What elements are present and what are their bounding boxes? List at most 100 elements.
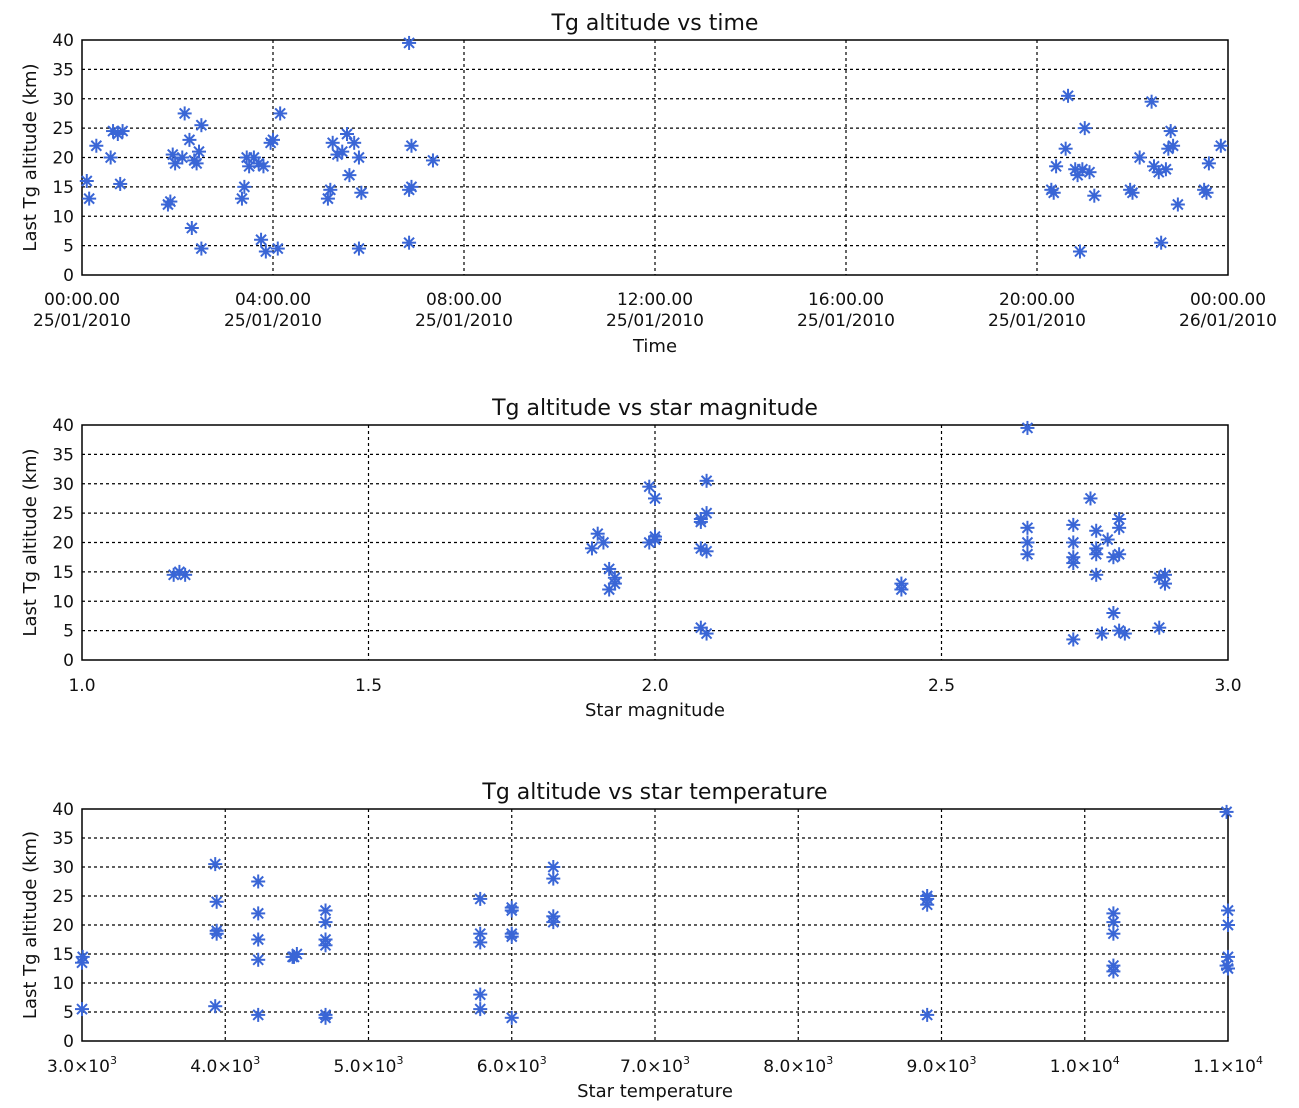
x-tick-label: 9.0×103 (907, 1054, 977, 1077)
data-point (1144, 94, 1159, 109)
x-tick-label: 8.0×103 (763, 1054, 833, 1077)
x-tick-label: 1.0×104 (1050, 1054, 1120, 1077)
y-tick-label: 0 (63, 266, 74, 286)
data-point (1219, 804, 1234, 819)
y-tick-label: 5 (63, 1003, 74, 1023)
x-tick-label-date: 25/01/2010 (224, 311, 322, 331)
data-point (191, 144, 206, 159)
data-point (584, 541, 599, 556)
x-tick-label-time: 00:00.00 (1190, 290, 1266, 310)
data-point (175, 150, 190, 165)
data-point (251, 906, 266, 921)
y-tick-label: 0 (63, 1032, 74, 1052)
data-point (504, 903, 519, 918)
data-point (103, 150, 118, 165)
data-point (1066, 556, 1081, 571)
data-point (318, 903, 333, 918)
data-point (189, 156, 204, 171)
y-tick-label: 35 (52, 445, 74, 465)
data-series (166, 420, 1172, 647)
x-tick-label: 2.0 (641, 676, 668, 696)
data-point (342, 168, 357, 183)
data-point (208, 999, 223, 1014)
data-point (693, 514, 708, 529)
y-tick-label: 5 (63, 237, 74, 257)
data-point (1087, 188, 1102, 203)
data-point (1166, 138, 1181, 153)
y-tick-label: 20 (52, 534, 74, 554)
data-point (251, 952, 266, 967)
data-point (254, 232, 269, 247)
data-point (234, 191, 249, 206)
y-tick-label: 15 (52, 178, 74, 198)
data-point (1089, 547, 1104, 562)
y-tick-label: 10 (52, 207, 74, 227)
data-point (1112, 623, 1127, 638)
data-series (79, 35, 1228, 259)
data-point (642, 479, 657, 494)
x-tick-label-date: 25/01/2010 (988, 311, 1086, 331)
data-point (208, 857, 223, 872)
data-point (318, 915, 333, 930)
data-point (920, 1007, 935, 1022)
data-point (1066, 632, 1081, 647)
chart-panel-3: Tg altitude vs star temperature 0 5 10 15 20 2… (20, 780, 1263, 1102)
data-point (182, 132, 197, 147)
x-axis-label: Star magnitude (585, 700, 725, 721)
y-tick-label: 10 (52, 974, 74, 994)
data-point (607, 576, 622, 591)
x-tick-label-date: 25/01/2010 (415, 311, 513, 331)
data-point (251, 874, 266, 889)
data-point (165, 147, 180, 162)
y-tick-label: 30 (52, 475, 74, 495)
data-point (1132, 150, 1147, 165)
data-point (1061, 88, 1076, 103)
data-point (1106, 926, 1121, 941)
data-point (354, 185, 369, 200)
data-point (1112, 547, 1127, 562)
data-point (602, 561, 617, 576)
data-point (1020, 520, 1035, 535)
data-point (404, 138, 419, 153)
data-point (287, 949, 302, 964)
data-point (320, 191, 335, 206)
data-point (699, 544, 714, 559)
data-point (351, 241, 366, 256)
x-tick-label: 3.0 (1214, 676, 1241, 696)
data-point (323, 182, 338, 197)
y-tick-label: 35 (52, 829, 74, 849)
x-tick-label: 2.5 (928, 676, 955, 696)
x-tick-label-date: 25/01/2010 (606, 311, 704, 331)
data-point (163, 194, 178, 209)
y-tick-label: 15 (52, 945, 74, 965)
data-point (1020, 535, 1035, 550)
data-point (894, 582, 909, 597)
y-axis-label: Last Tg altitude (km) (20, 63, 41, 251)
data-point (596, 535, 611, 550)
data-point (273, 106, 288, 121)
data-point (1106, 964, 1121, 979)
data-point (270, 241, 285, 256)
data-point (1112, 520, 1127, 535)
data-point (340, 127, 355, 141)
y-tick-label: 10 (52, 592, 74, 612)
data-point (194, 241, 209, 256)
data-point (402, 182, 417, 197)
data-point (1201, 156, 1216, 171)
x-tick-label: 1.5 (355, 676, 382, 696)
data-point (82, 191, 97, 206)
chart-title: Tg altitude vs time (551, 11, 759, 36)
y-tick-label: 30 (52, 858, 74, 878)
data-point (1106, 606, 1121, 620)
data-point (699, 626, 714, 641)
x-tick-label-time: 04:00.00 (235, 290, 311, 310)
data-point (1077, 121, 1092, 136)
data-point (209, 894, 224, 909)
data-point (184, 221, 199, 235)
y-tick-label: 40 (52, 800, 74, 820)
x-tick-label: 1.1×104 (1193, 1054, 1263, 1077)
data-point (113, 176, 128, 191)
data-point (1094, 626, 1109, 641)
chart-title: Tg altitude vs star temperature (481, 780, 827, 805)
